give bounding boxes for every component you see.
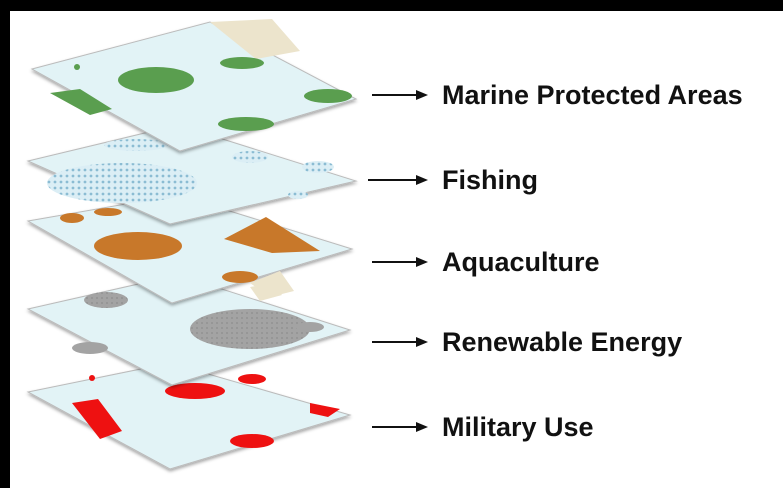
military-use-zone	[238, 374, 266, 384]
marine-protected-areas-zone	[118, 67, 194, 93]
marine-protected-areas-plate	[30, 21, 358, 152]
military-use-zone	[89, 375, 95, 381]
label-fishing: Fishing	[442, 165, 538, 195]
label-marine-protected-areas: Marine Protected Areas	[442, 80, 743, 110]
marine-protected-areas-zone	[50, 89, 112, 115]
military-use-zone	[72, 399, 122, 439]
aquaculture-zone	[224, 217, 320, 253]
arrows	[368, 90, 428, 432]
fishing-zone	[47, 163, 197, 203]
layer-marine-protected-areas	[30, 19, 358, 152]
fishing-plate	[26, 124, 358, 225]
aquaculture-land	[250, 271, 294, 297]
military-use-zone	[310, 403, 340, 417]
marine-protected-areas-land	[210, 19, 300, 59]
label-aquaculture: Aquaculture	[442, 247, 600, 277]
aquaculture-zone	[94, 232, 182, 260]
diagram-canvas: Marine Protected Areas Fishing Aquacultu…	[10, 11, 783, 488]
fishing-zone	[288, 191, 308, 199]
arrow-fishing	[368, 175, 428, 185]
marine-protected-areas-zone	[304, 89, 352, 103]
military-use-zone	[165, 383, 225, 399]
layer-aquaculture	[26, 194, 354, 304]
marine-protected-areas-zone	[220, 57, 264, 69]
layer-stack-diagram	[26, 19, 428, 470]
arrow-marine-protected-areas	[372, 90, 428, 100]
aquaculture-zone	[94, 208, 122, 216]
layer-fishing	[26, 124, 358, 225]
arrow-military-use	[372, 422, 428, 432]
aquaculture-zone	[222, 271, 258, 283]
fishing-zone	[232, 151, 268, 163]
military-use-plate	[26, 362, 352, 470]
marine-protected-areas-zone	[218, 117, 274, 131]
arrow-renewable-energy	[372, 337, 428, 347]
fishing-zone	[302, 161, 334, 173]
marine-protected-areas-zone	[74, 64, 80, 70]
military-use-zone	[230, 434, 274, 448]
renewable-energy-zone	[72, 342, 108, 354]
renewable-energy-zone	[84, 292, 128, 308]
renewable-energy-zone	[296, 322, 324, 332]
fishing-zone	[104, 139, 168, 151]
layer-military-use	[26, 362, 352, 470]
aquaculture-zone	[60, 213, 84, 223]
arrow-aquaculture	[372, 257, 428, 267]
label-military-use: Military Use	[442, 412, 594, 442]
renewable-energy-zone	[190, 309, 310, 349]
label-renewable-energy: Renewable Energy	[442, 327, 683, 357]
